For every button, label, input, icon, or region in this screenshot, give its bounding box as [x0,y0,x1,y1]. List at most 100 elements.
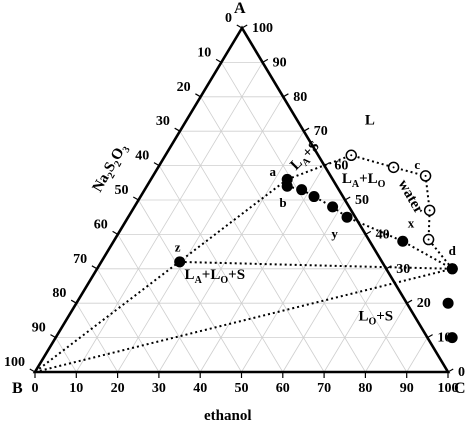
grid-line-salt-50 [138,199,242,373]
point-label-z: z [175,240,181,255]
point-label-x: x [408,216,415,231]
boundary-z-to-d [179,260,453,270]
region-label-LOS: LO+S [358,308,393,327]
binodal-point-center-2 [424,174,427,177]
tick-label-left-6: 60 [94,217,108,232]
tick-left-3 [174,127,181,132]
binodal-point-center-3 [428,209,431,212]
binodal-point-center-0 [350,154,353,157]
grid-line-salt-90 [55,337,77,373]
tie-line-point-4 [341,211,353,223]
tick-label-right-5: 50 [355,193,369,208]
tick-label-bottom-6: 60 [276,381,290,396]
tick-label-left-9: 90 [32,321,46,336]
region-label-LALOS: LA+LO+S [185,267,245,286]
tie-line-point-1 [296,184,308,196]
tie-line-point-6 [446,263,458,275]
tick-left-10 [29,368,36,373]
grid-line-salt-80 [76,302,118,373]
solubility-point-1 [174,256,186,268]
grid-line-ethanol-80 [365,302,408,373]
tick-label-bottom-1: 10 [69,381,83,396]
tie-line-point-2 [308,191,320,203]
point-label-c: c [414,157,420,172]
tick-right-5 [344,196,351,201]
grid-line-ethanol-30 [158,130,305,373]
tick-right-10 [241,24,248,29]
axis-title-right: water [395,177,427,217]
grid-line-ethanol-10 [75,62,263,373]
point-label-y: y [331,226,338,241]
point-label-d: d [449,243,457,258]
tick-left-8 [70,299,77,304]
tick-label-left-0: 0 [225,11,232,26]
tick-label-left-4: 40 [135,149,149,164]
tick-label-right-7: 70 [314,124,328,139]
tick-label-left-1: 10 [197,45,211,60]
grid [55,62,428,373]
tick-left-4 [153,162,160,167]
tick-label-left-5: 50 [115,183,129,198]
solubility-point-4 [446,332,458,344]
binodal-point-center-4 [427,238,430,241]
point-label-b: b [279,195,286,210]
tick-label-bottom-10: 100 [438,381,459,396]
tick-label-bottom-4: 40 [193,381,207,396]
solubility-point-3 [442,297,454,309]
region-label-L: L [365,112,375,128]
tick-label-right-10: 100 [252,21,273,36]
point-label-a: a [270,164,277,179]
tick-label-bottom-8: 80 [358,381,372,396]
tick-left-0 [236,24,243,29]
grid-line-ethanol-50 [241,199,346,373]
grid-line-ethanol-60 [282,234,366,373]
tick-label-right-2: 20 [417,296,431,311]
tick-right-0 [447,368,454,373]
vertex-c: C [454,380,466,397]
tick-right-1 [427,334,433,339]
tick-right-7 [303,127,310,132]
tie-line-point-5 [397,235,409,247]
tick-label-right-9: 90 [273,55,287,70]
tick-right-9 [262,58,269,63]
tick-label-bottom-9: 90 [400,381,414,396]
tick-left-7 [91,265,98,270]
tick-label-right-4: 40 [376,227,390,242]
grid-line-salt-70 [96,268,160,373]
tick-left-9 [50,334,56,339]
tick-left-5 [132,196,139,201]
vertex-b: B [12,380,23,397]
grid-line-ethanol-70 [323,268,387,373]
tick-right-4 [365,230,372,235]
tick-label-bottom-2: 20 [111,381,125,396]
tie-line-point-0 [281,180,293,192]
tick-label-right-3: 30 [396,262,410,277]
tick-label-left-7: 70 [73,252,87,267]
grid-line-salt-60 [117,234,201,373]
tick-left-6 [112,230,119,235]
grid-line-ethanol-90 [406,337,428,373]
grid-line-salt-10 [220,62,408,373]
tick-left-1 [215,58,222,63]
tick-label-left-8: 80 [52,286,66,301]
binodal-point-center-1 [392,166,395,169]
tick-label-bottom-5: 50 [235,381,249,396]
tick-left-2 [195,93,201,98]
tick-label-bottom-7: 70 [317,381,331,396]
tick-label-left-10: 100 [4,355,25,370]
tick-right-2 [406,299,413,304]
tick-label-left-2: 20 [177,80,191,95]
tick-marks [29,24,454,378]
tick-labels: 0001010102020203030304040405050506060607… [4,11,465,396]
boundary-b-to-d [34,267,453,373]
tick-label-right-0: 0 [458,365,465,380]
tick-label-bottom-3: 30 [152,381,166,396]
boundary-a-to-b [34,178,288,373]
axis-title-bottom: ethanol [204,408,252,424]
data-points [174,149,458,344]
vertex-a: A [234,0,246,17]
tick-label-right-6: 60 [334,159,348,174]
tick-label-right-8: 80 [293,90,307,105]
